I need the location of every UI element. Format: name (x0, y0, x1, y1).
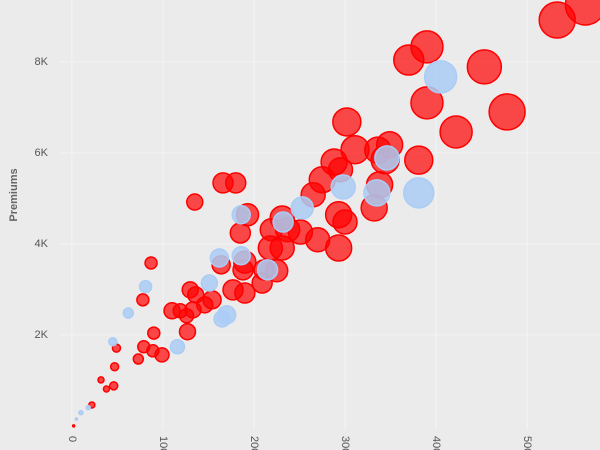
bubble (234, 282, 256, 304)
bubble (178, 308, 195, 324)
bubble (363, 179, 391, 207)
bubble (85, 404, 91, 411)
y-axis-title: Premiums (8, 168, 20, 221)
bubble (74, 417, 79, 421)
x-tick-label: 0 (66, 436, 78, 442)
y-tick-label: 2K (35, 329, 49, 341)
bubble (102, 385, 111, 393)
bubble (332, 209, 358, 235)
bubble (330, 174, 356, 200)
bubble (132, 353, 145, 365)
x-tick-label: 300 (339, 436, 351, 450)
bubble (374, 145, 400, 171)
bubble (272, 211, 294, 233)
bubble (138, 279, 153, 294)
bubble (186, 193, 204, 211)
bubble (404, 145, 434, 175)
bubble (225, 172, 247, 194)
bubble (410, 86, 444, 120)
bubble (71, 424, 76, 428)
bubble (200, 274, 219, 292)
x-tick-label: 400 (430, 436, 442, 450)
bubble (466, 49, 503, 85)
bubble (403, 177, 435, 209)
bubble (229, 222, 252, 244)
y-tick-label: 4K (35, 238, 49, 250)
bubble (488, 93, 526, 131)
bubble (231, 245, 251, 266)
bubble (269, 235, 295, 261)
bubble (122, 307, 135, 319)
bubble (108, 381, 119, 391)
bubble (97, 376, 105, 384)
bubble (144, 256, 158, 270)
bubble (439, 115, 473, 149)
bubble (332, 107, 362, 137)
bubble (108, 336, 118, 347)
y-tick-label: 6K (35, 147, 49, 159)
y-tick-label: 8K (35, 56, 49, 68)
bubble (136, 293, 150, 307)
bubble (290, 196, 314, 220)
x-tick-label: 200 (248, 436, 260, 450)
bubble (324, 234, 353, 262)
bubble (209, 248, 230, 268)
bubble (256, 259, 279, 281)
bubble (393, 44, 425, 76)
bubble (154, 347, 170, 363)
bubble (147, 326, 161, 340)
bubble (169, 338, 186, 355)
bubble (231, 205, 251, 225)
bubble (423, 60, 458, 94)
bubble (78, 409, 84, 416)
bubble (538, 1, 576, 39)
bubble (178, 322, 197, 341)
bubble (109, 361, 120, 372)
x-tick-label: 500 (521, 436, 533, 450)
bubble (213, 310, 231, 328)
x-tick-label: 100 (157, 436, 169, 450)
